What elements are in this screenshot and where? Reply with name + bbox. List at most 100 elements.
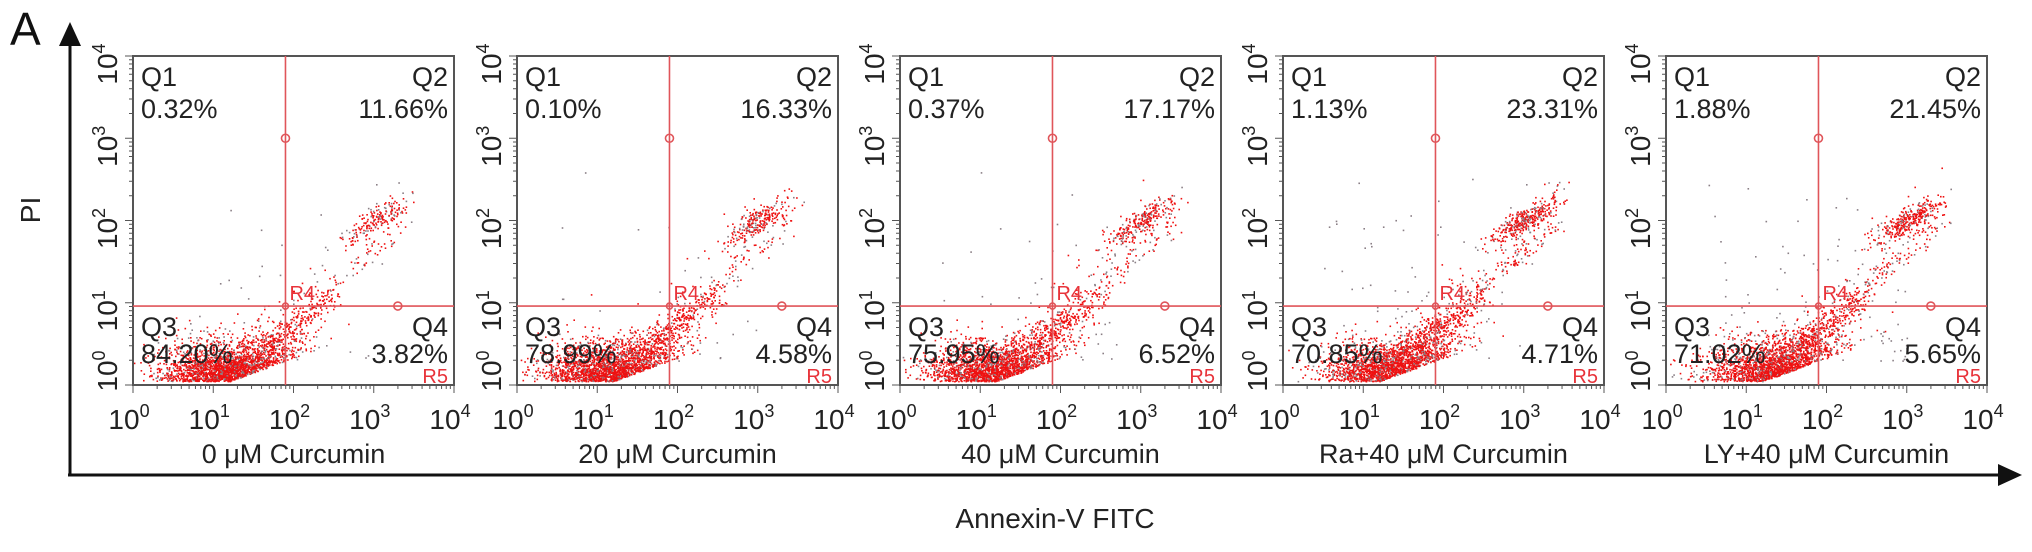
event-dot — [222, 363, 225, 365]
event-dot — [230, 336, 232, 339]
event-dot — [648, 364, 650, 366]
event-dot — [621, 375, 623, 377]
event-dot — [239, 346, 241, 348]
event-dot — [638, 357, 640, 360]
event-dot — [180, 354, 183, 357]
event-dot — [355, 229, 357, 231]
event-dot — [242, 339, 244, 342]
event-dot — [597, 334, 600, 337]
event-dot — [205, 364, 208, 367]
event-dot — [262, 331, 264, 333]
event-dot — [273, 345, 276, 347]
event-dot — [534, 380, 536, 383]
event-dot — [201, 350, 203, 352]
event-dot — [257, 339, 260, 341]
event-dot — [741, 216, 744, 218]
event-dot — [236, 363, 239, 365]
event-dot — [170, 351, 172, 354]
event-dot — [639, 349, 642, 352]
event-dot — [272, 329, 274, 332]
event-dot — [301, 315, 303, 317]
event-dot — [236, 357, 238, 359]
event-dot — [645, 360, 648, 363]
event-dot — [237, 366, 239, 369]
event-dot — [257, 365, 259, 367]
event-dot — [230, 374, 232, 376]
event-dot — [628, 357, 631, 360]
event-dot — [280, 309, 282, 311]
event-dot — [671, 352, 674, 354]
event-dot — [269, 364, 271, 366]
event-dot — [277, 341, 279, 343]
event-dot — [628, 362, 630, 364]
event-dot — [218, 359, 220, 361]
event-dot — [238, 344, 241, 347]
event-dot — [273, 321, 275, 324]
event-dot — [223, 360, 226, 363]
event-dot — [387, 227, 390, 229]
event-dot — [211, 362, 214, 365]
event-dot — [359, 231, 362, 234]
event-dot — [252, 361, 254, 363]
event-dot — [630, 332, 633, 335]
event-dot — [352, 229, 354, 232]
event-dot — [728, 277, 731, 280]
event-dot — [572, 375, 574, 377]
event-dot — [216, 376, 218, 379]
event-dot — [275, 340, 278, 343]
event-dot — [630, 350, 633, 353]
event-dot — [206, 379, 209, 381]
event-dot — [653, 357, 655, 359]
event-dot — [308, 313, 311, 316]
event-dot — [244, 362, 247, 364]
event-dot — [230, 209, 232, 212]
event-dot — [198, 380, 200, 382]
event-dot — [391, 207, 393, 209]
event-dot — [224, 358, 226, 360]
event-dot — [228, 376, 230, 378]
event-dot — [635, 332, 637, 334]
event-dot — [630, 370, 632, 373]
event-dot — [248, 346, 250, 349]
event-dot — [613, 373, 616, 375]
event-dot — [309, 267, 312, 270]
event-dot — [189, 351, 191, 354]
event-dot — [291, 349, 293, 351]
event-dot — [300, 337, 303, 339]
event-dot — [365, 238, 368, 241]
event-dot — [238, 361, 240, 364]
event-dot — [287, 347, 289, 350]
event-dot — [261, 363, 264, 365]
event-dot — [327, 291, 329, 293]
event-dot — [770, 206, 773, 209]
event-dot — [594, 377, 596, 380]
event-dot — [245, 375, 247, 377]
event-dot — [254, 351, 256, 354]
event-dot — [566, 379, 569, 382]
x-tick-label: 102 — [269, 401, 310, 435]
event-dot — [274, 360, 276, 363]
event-dot — [587, 380, 590, 383]
event-dot — [328, 300, 330, 303]
event-dot — [244, 367, 247, 370]
event-dot — [214, 374, 217, 376]
event-dot — [525, 371, 527, 373]
event-dot — [253, 341, 255, 344]
event-dot — [235, 377, 238, 380]
event-dot — [231, 378, 234, 380]
event-dot — [293, 338, 295, 341]
event-dot — [226, 375, 229, 377]
event-dot — [320, 318, 322, 320]
event-dot — [391, 205, 393, 208]
event-dot — [157, 376, 159, 379]
event-dot — [282, 338, 284, 341]
event-dot — [539, 375, 541, 377]
event-dot — [229, 330, 231, 332]
event-dot — [260, 313, 263, 316]
event-dot — [177, 376, 179, 378]
event-dot — [215, 362, 218, 365]
event-dot — [361, 214, 364, 216]
event-dot — [619, 369, 622, 372]
event-dot — [244, 332, 246, 334]
event-dot — [199, 363, 202, 365]
